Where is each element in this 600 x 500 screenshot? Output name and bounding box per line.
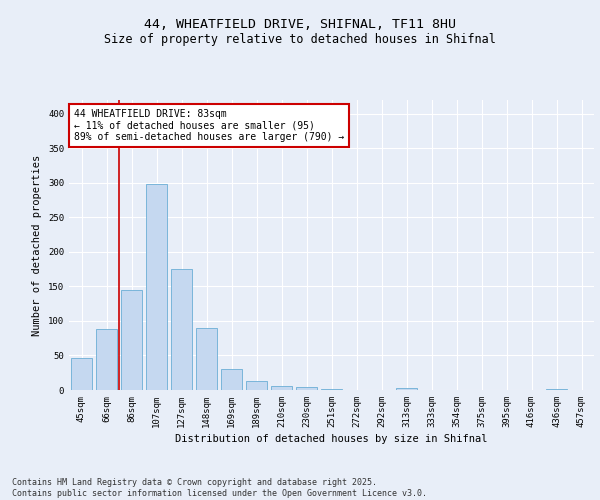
Text: Contains HM Land Registry data © Crown copyright and database right 2025.
Contai: Contains HM Land Registry data © Crown c… <box>12 478 427 498</box>
Bar <box>121 290 142 390</box>
X-axis label: Distribution of detached houses by size in Shifnal: Distribution of detached houses by size … <box>175 434 488 444</box>
Bar <box>246 381 267 390</box>
Bar <box>221 370 242 390</box>
Bar <box>196 328 217 390</box>
Bar <box>296 387 317 390</box>
Text: 44, WHEATFIELD DRIVE, SHIFNAL, TF11 8HU: 44, WHEATFIELD DRIVE, SHIFNAL, TF11 8HU <box>144 18 456 30</box>
Y-axis label: Number of detached properties: Number of detached properties <box>32 154 43 336</box>
Bar <box>146 184 167 390</box>
Bar <box>96 329 117 390</box>
Text: Size of property relative to detached houses in Shifnal: Size of property relative to detached ho… <box>104 32 496 46</box>
Bar <box>271 386 292 390</box>
Bar <box>396 388 417 390</box>
Bar <box>546 388 567 390</box>
Bar <box>71 358 92 390</box>
Bar <box>321 388 342 390</box>
Text: 44 WHEATFIELD DRIVE: 83sqm
← 11% of detached houses are smaller (95)
89% of semi: 44 WHEATFIELD DRIVE: 83sqm ← 11% of deta… <box>74 108 344 142</box>
Bar <box>171 269 192 390</box>
